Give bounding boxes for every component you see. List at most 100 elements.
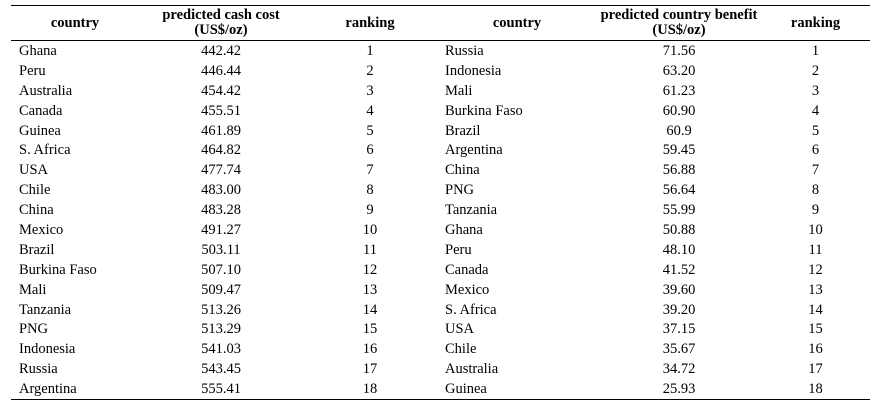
cash-cost-cell: 513.29	[201, 321, 241, 338]
benefit-country-cell: Argentina	[445, 142, 503, 159]
header-cash-cost: predicted cash cost (US$/oz)	[162, 7, 280, 38]
cost-rank-cell: 17	[362, 361, 378, 378]
benefit-value-cell: 61.23	[662, 82, 696, 99]
cash-cost-cell: 509.47	[201, 281, 241, 298]
cash-cost-cell: 446.44	[201, 62, 241, 79]
cost-country-cell: Mali	[19, 281, 47, 298]
benefit-rank-cell: 9	[811, 202, 820, 219]
benefit-rank-cell: 14	[808, 301, 823, 318]
cost-rank-cell: 7	[366, 162, 374, 179]
benefit-value-cell: 34.72	[662, 361, 696, 378]
benefit-rank-cell: 7	[811, 162, 820, 179]
table-row: Australia 454.42 3 Mali 61.23 3	[11, 81, 870, 101]
cash-cost-cell: 491.27	[201, 221, 241, 238]
cost-rank-cell: 8	[366, 182, 374, 199]
table-row: USA 477.74 7 China 56.88 7	[11, 160, 870, 180]
table-row: Argentina 555.41 18 Guinea 25.93 18	[11, 379, 870, 400]
benefit-country-cell: Indonesia	[445, 62, 502, 79]
cash-cost-cell: 503.11	[201, 241, 241, 258]
benefit-rank-cell: 15	[808, 321, 823, 338]
cash-cost-cell: 454.42	[201, 82, 241, 99]
header-row: country predicted cash cost (US$/oz) ran…	[11, 5, 870, 41]
benefit-value-cell: 41.52	[662, 261, 696, 278]
cash-cost-cell: 461.89	[201, 122, 241, 139]
table-row: Canada 455.51 4 Burkina Faso 60.90 4	[11, 101, 870, 121]
cost-rank-cell: 3	[366, 82, 374, 99]
table-row: S. Africa 464.82 6 Argentina 59.45 6	[11, 140, 870, 160]
benefit-value-cell: 50.88	[662, 221, 696, 238]
benefit-value-cell: 55.99	[662, 202, 696, 219]
benefit-country-cell: China	[445, 162, 480, 179]
cost-rank-cell: 16	[362, 341, 378, 358]
benefit-value-cell: 60.90	[662, 102, 696, 119]
benefit-rank-cell: 8	[811, 182, 820, 199]
cost-country-cell: USA	[19, 162, 49, 179]
table-row: Tanzania 513.26 14 S. Africa 39.20 14	[11, 300, 870, 320]
benefit-rank-cell: 4	[811, 102, 820, 119]
cost-rank-cell: 18	[362, 381, 378, 398]
benefit-country-cell: Russia	[445, 42, 484, 59]
country-ranking-table: country predicted cash cost (US$/oz) ran…	[11, 5, 870, 400]
cost-country-cell: Mexico	[19, 221, 64, 238]
benefit-country-cell: Burkina Faso	[445, 102, 523, 119]
benefit-value-cell: 63.20	[662, 62, 696, 79]
benefit-country-cell: Guinea	[445, 381, 487, 398]
cash-cost-cell: 455.51	[201, 102, 241, 119]
table-row: Burkina Faso 507.10 12 Canada 41.52 12	[11, 260, 870, 280]
table-row: Guinea 461.89 5 Brazil 60.9 5	[11, 121, 870, 141]
benefit-rank-cell: 6	[811, 142, 820, 159]
cost-country-cell: PNG	[19, 321, 49, 338]
table-row: Ghana 442.42 1 Russia 71.56 1	[11, 41, 870, 61]
cost-country-cell: Indonesia	[19, 341, 76, 358]
cost-rank-cell: 2	[366, 62, 374, 79]
cash-cost-cell: 543.45	[201, 361, 241, 378]
header-country-benefit: predicted country benefit (US$/oz)	[600, 7, 758, 38]
table-row: China 483.28 9 Tanzania 55.99 9	[11, 200, 870, 220]
cost-country-cell: Australia	[19, 82, 73, 99]
cost-rank-cell: 11	[363, 241, 377, 258]
benefit-country-cell: USA	[445, 321, 475, 338]
table-row: Mali 509.47 13 Mexico 39.60 13	[11, 280, 870, 300]
benefit-country-cell: PNG	[445, 182, 475, 199]
header-ranking-right: ranking	[790, 14, 841, 31]
benefit-value-cell: 39.20	[662, 301, 696, 318]
cost-country-cell: Tanzania	[19, 301, 72, 318]
benefit-country-cell: Ghana	[445, 221, 483, 238]
cost-country-cell: Peru	[19, 62, 46, 79]
cash-cost-cell: 507.10	[201, 261, 241, 278]
cost-country-cell: Argentina	[19, 381, 77, 398]
table-row: PNG 513.29 15 USA 37.15 15	[11, 319, 870, 339]
cash-cost-cell: 483.00	[201, 182, 241, 199]
benefit-value-cell: 71.56	[662, 42, 696, 59]
benefit-country-cell: Tanzania	[445, 202, 498, 219]
table-row: Brazil 503.11 11 Peru 48.10 11	[11, 240, 870, 260]
cost-rank-cell: 12	[362, 261, 378, 278]
benefit-country-cell: Brazil	[445, 122, 481, 139]
cost-country-cell: Burkina Faso	[19, 261, 97, 278]
benefit-rank-cell: 17	[808, 361, 823, 378]
benefit-rank-cell: 13	[808, 281, 823, 298]
benefit-country-cell: S. Africa	[445, 301, 497, 318]
ranking-table-container: country predicted cash cost (US$/oz) ran…	[11, 5, 870, 400]
benefit-value-cell: 35.67	[662, 341, 696, 358]
benefit-country-cell: Peru	[445, 241, 472, 258]
table-row: Peru 446.44 2 Indonesia 63.20 2	[11, 61, 870, 81]
benefit-country-cell: Canada	[445, 261, 489, 278]
cost-rank-cell: 14	[362, 301, 378, 318]
table-row: Russia 543.45 17 Australia 34.72 17	[11, 359, 870, 379]
benefit-value-cell: 59.45	[662, 142, 696, 159]
benefit-value-cell: 60.9	[666, 122, 692, 139]
cost-country-cell: Chile	[19, 182, 51, 199]
benefit-value-cell: 56.64	[662, 182, 696, 199]
benefit-value-cell: 25.93	[662, 381, 696, 398]
benefit-country-cell: Australia	[445, 361, 499, 378]
cost-country-cell: Ghana	[19, 42, 57, 59]
cost-country-cell: Canada	[19, 102, 63, 119]
benefit-rank-cell: 18	[808, 381, 823, 398]
cash-cost-cell: 464.82	[201, 142, 241, 159]
cost-country-cell: S. Africa	[19, 142, 71, 159]
cost-country-cell: Guinea	[19, 122, 61, 139]
cost-country-cell: China	[19, 202, 54, 219]
benefit-country-cell: Mexico	[445, 281, 490, 298]
cost-rank-cell: 15	[362, 321, 378, 338]
